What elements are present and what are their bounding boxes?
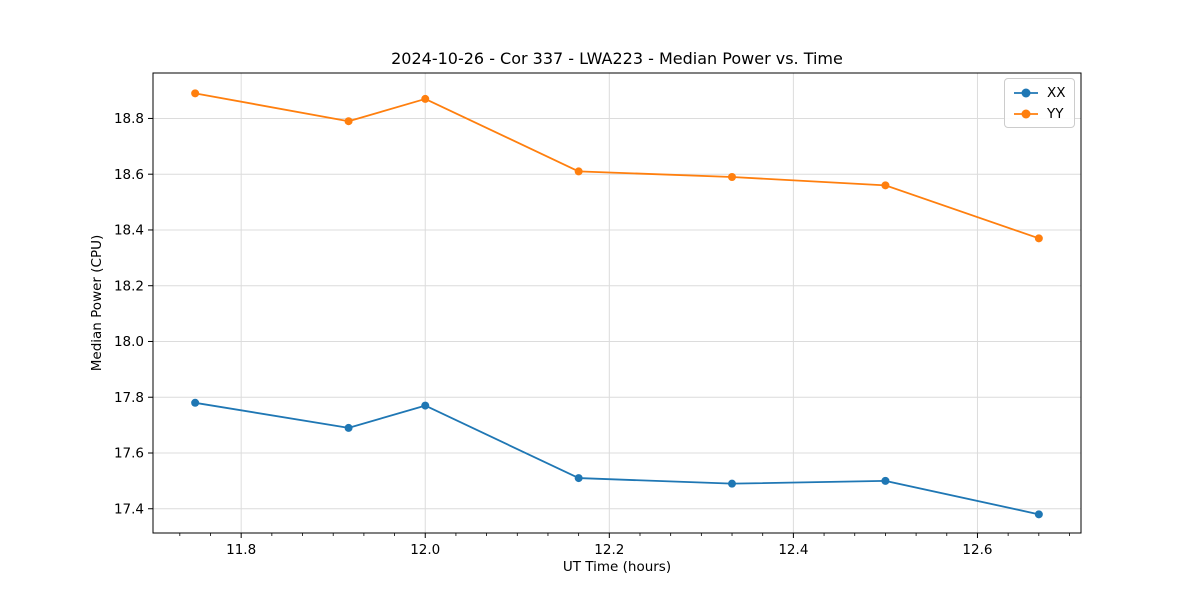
y-tick-label: 18.2: [114, 278, 144, 294]
legend-item-xx: XX: [1012, 83, 1066, 102]
data-point-xx: [344, 423, 353, 432]
data-point-yy: [574, 167, 583, 176]
legend: XX YY: [1004, 78, 1075, 128]
data-point-xx: [191, 398, 200, 407]
legend-line-marker-xx: [1014, 88, 1038, 97]
x-tick-label: 12.6: [962, 542, 992, 558]
legend-line-marker-yy: [1014, 109, 1038, 118]
y-tick-label: 18.0: [114, 334, 144, 350]
data-point-yy: [727, 172, 736, 181]
legend-label-xx: XX: [1047, 84, 1066, 101]
x-tick-label: 11.8: [226, 542, 256, 558]
y-tick-label: 18.8: [114, 111, 144, 127]
legend-item-yy: YY: [1012, 104, 1066, 123]
data-point-xx: [881, 476, 890, 485]
chart-title: 2024-10-26 - Cor 337 - LWA223 - Median P…: [391, 49, 843, 68]
plot-border: [152, 72, 1082, 534]
y-tick-label: 17.8: [114, 390, 144, 406]
data-point-xx: [421, 401, 430, 410]
data-point-xx: [574, 474, 583, 483]
series-line-xx: [194, 401, 1040, 516]
data-point-yy: [421, 94, 430, 103]
y-axis-label: Median Power (CPU): [89, 234, 105, 372]
data-point-yy: [191, 89, 200, 98]
x-tick-label: 12.0: [410, 542, 440, 558]
y-tick-label: 18.4: [114, 223, 144, 239]
data-point-yy: [881, 181, 890, 190]
series-line-yy: [194, 92, 1040, 240]
data-point-yy: [1034, 234, 1043, 243]
data-point-xx: [1034, 510, 1043, 519]
legend-label-yy: YY: [1047, 105, 1064, 122]
x-axis-label: UT Time (hours): [562, 559, 672, 575]
data-point-yy: [344, 117, 353, 126]
y-tick-label: 17.4: [114, 501, 144, 517]
y-tick-label: 17.6: [114, 446, 144, 462]
x-tick-label: 12.2: [594, 542, 624, 558]
data-point-xx: [727, 479, 736, 488]
x-tick-label: 12.4: [778, 542, 808, 558]
y-tick-label: 18.6: [114, 167, 144, 183]
